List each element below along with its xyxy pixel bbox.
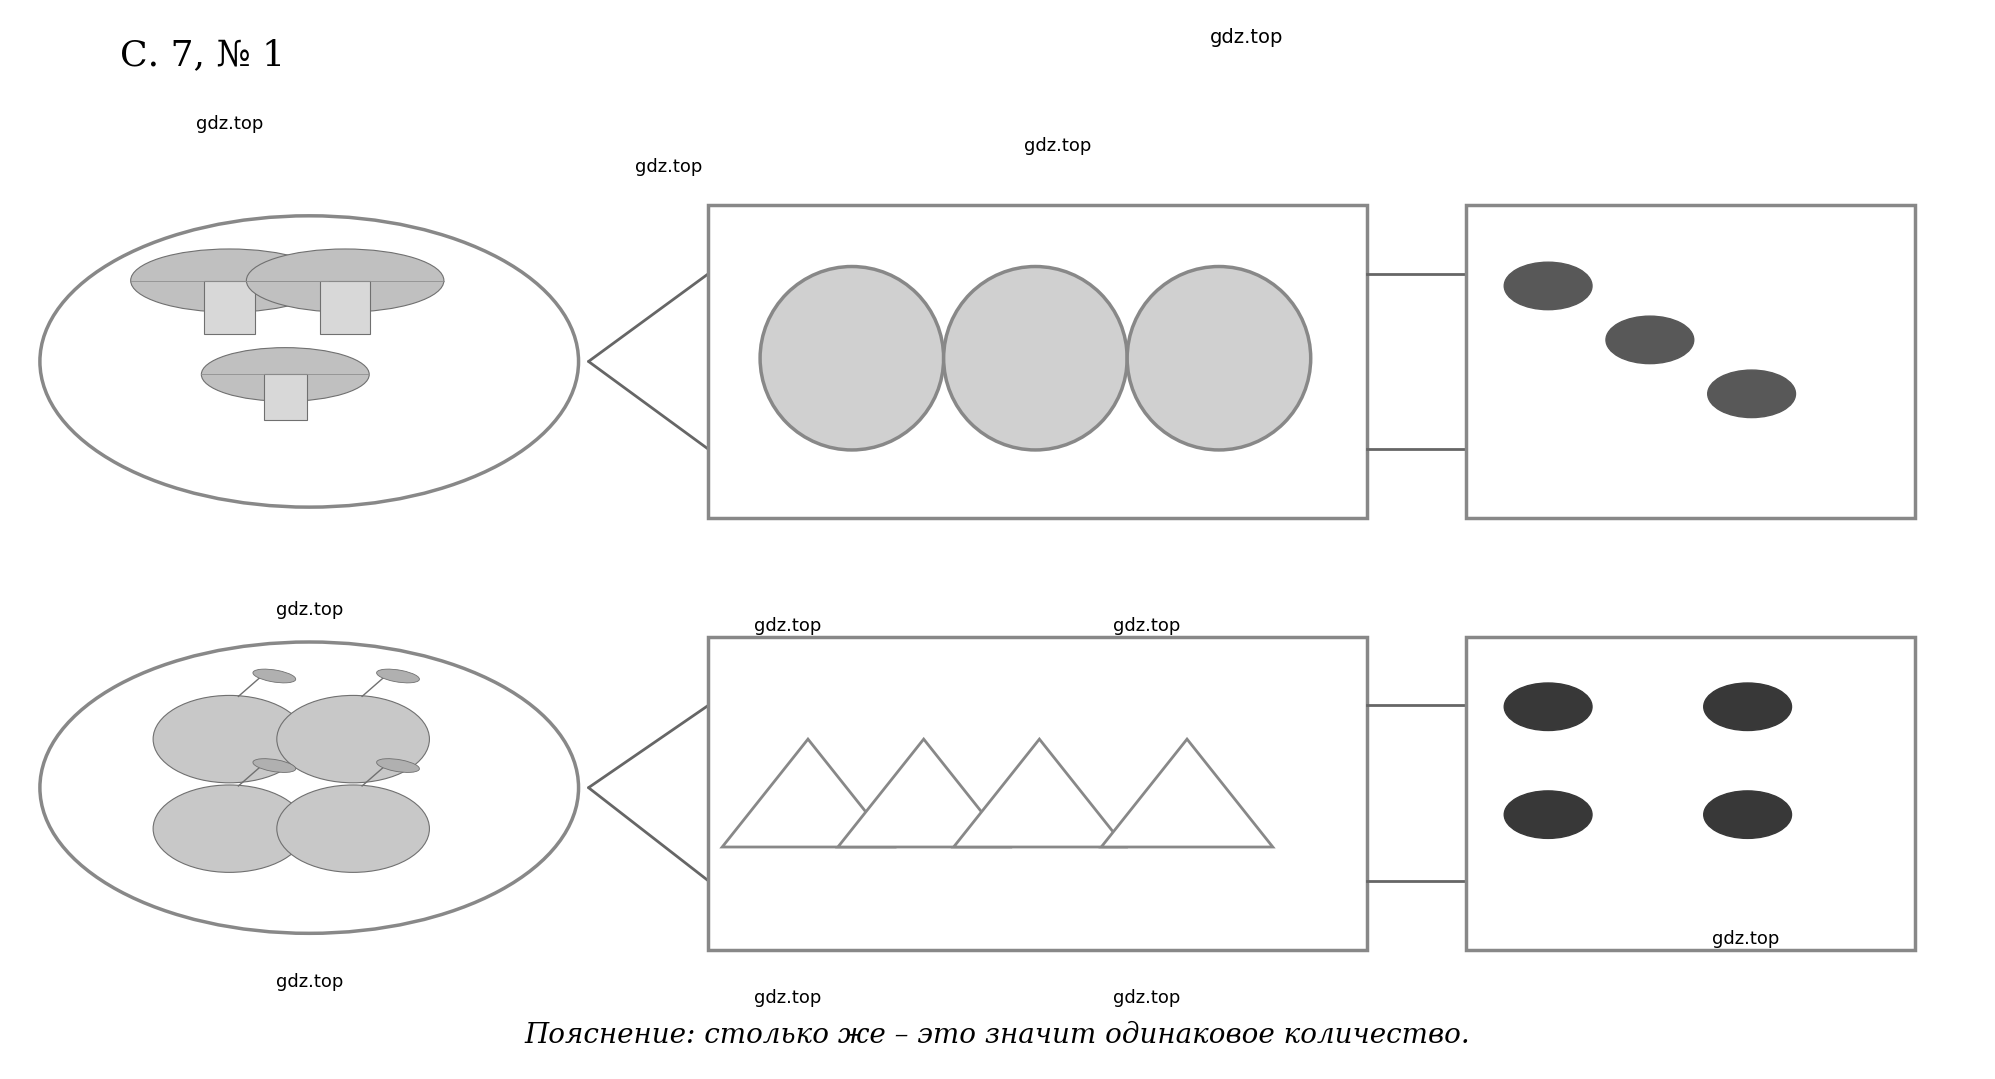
Text: gdz.top: gdz.top xyxy=(754,617,822,634)
Text: gdz.top: gdz.top xyxy=(1113,989,1181,1007)
Bar xyxy=(263,374,307,420)
Ellipse shape xyxy=(247,249,443,312)
Text: gdz.top: gdz.top xyxy=(1712,930,1780,947)
Polygon shape xyxy=(838,739,1009,847)
Ellipse shape xyxy=(130,249,327,312)
Text: gdz.top: gdz.top xyxy=(275,601,343,618)
Bar xyxy=(1466,205,1915,518)
Ellipse shape xyxy=(944,267,1127,450)
Circle shape xyxy=(1708,370,1796,418)
Bar xyxy=(203,281,255,333)
Ellipse shape xyxy=(201,347,369,401)
Text: gdz.top: gdz.top xyxy=(634,159,702,176)
Text: gdz.top: gdz.top xyxy=(1023,137,1091,154)
Polygon shape xyxy=(722,739,894,847)
Ellipse shape xyxy=(760,267,944,450)
Ellipse shape xyxy=(1127,267,1311,450)
Circle shape xyxy=(1504,262,1592,310)
Text: С. 7, № 1: С. 7, № 1 xyxy=(120,38,285,72)
Ellipse shape xyxy=(154,786,305,872)
Ellipse shape xyxy=(154,696,305,783)
Polygon shape xyxy=(954,739,1125,847)
Circle shape xyxy=(1606,316,1694,364)
Polygon shape xyxy=(1101,739,1273,847)
Circle shape xyxy=(1504,791,1592,838)
Bar xyxy=(319,281,371,333)
Text: gdz.top: gdz.top xyxy=(275,973,343,991)
Circle shape xyxy=(1704,683,1792,730)
Ellipse shape xyxy=(377,759,419,773)
Text: gdz.top: gdz.top xyxy=(1113,617,1181,634)
Text: gdz.top: gdz.top xyxy=(196,115,263,133)
Text: Пояснение: столько же – это значит одинаковое количество.: Пояснение: столько же – это значит одина… xyxy=(525,1022,1470,1050)
Ellipse shape xyxy=(277,696,429,783)
Ellipse shape xyxy=(253,759,295,773)
Ellipse shape xyxy=(277,786,429,872)
Bar xyxy=(1466,637,1915,950)
Text: gdz.top: gdz.top xyxy=(754,989,822,1007)
Ellipse shape xyxy=(253,669,295,683)
Circle shape xyxy=(1704,791,1792,838)
Ellipse shape xyxy=(377,669,419,683)
Bar xyxy=(708,205,1367,518)
Circle shape xyxy=(1504,683,1592,730)
Text: gdz.top: gdz.top xyxy=(1211,28,1283,47)
Bar xyxy=(708,637,1367,950)
